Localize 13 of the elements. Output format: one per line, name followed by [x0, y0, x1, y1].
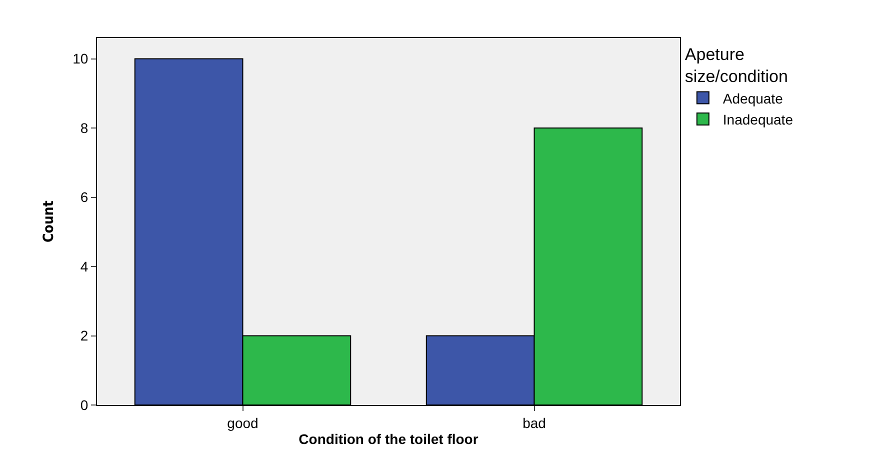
y-axis-title: Count	[41, 200, 58, 242]
x-tick-label: good	[227, 414, 258, 431]
y-tick-label: 2	[80, 328, 88, 344]
x-tick-label: bad	[522, 414, 546, 431]
y-tick-label: 10	[72, 50, 88, 67]
x-axis-title: Condition of the toilet floor	[298, 431, 479, 448]
y-tick-label: 4	[80, 258, 88, 274]
legend-label: Inadequate	[722, 111, 794, 128]
y-tick-label: 8	[80, 120, 88, 136]
y-tick-label: 6	[80, 189, 88, 206]
y-tick-label: 0	[80, 396, 88, 413]
legend-label: Adequate	[722, 90, 784, 106]
legend-title: Apeture size/condition	[684, 45, 788, 86]
